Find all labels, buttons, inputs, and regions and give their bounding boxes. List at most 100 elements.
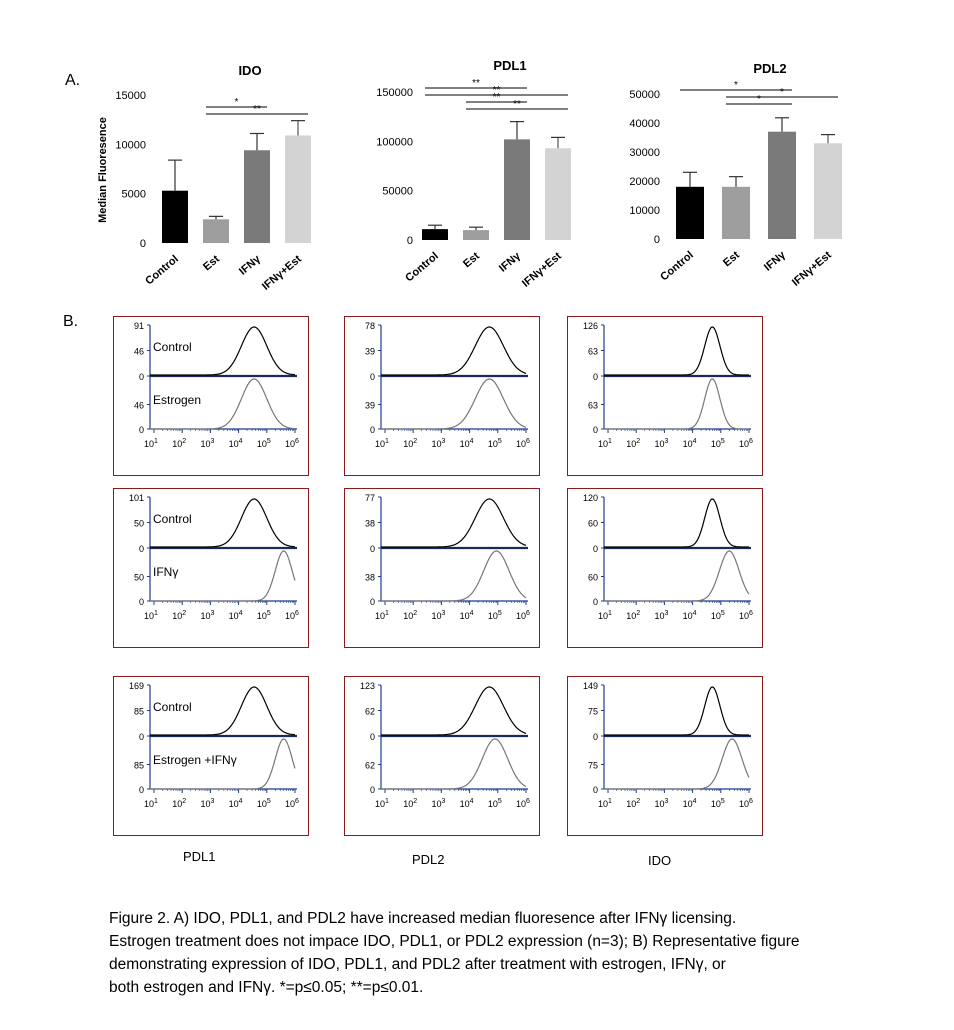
x-tick-label: 106: [285, 610, 299, 621]
y-tick-label: 50000: [382, 186, 413, 198]
treatment-label: Estrogen +IFNγ: [153, 753, 237, 767]
x-tick-label: 106: [739, 610, 753, 621]
x-tick-label: 103: [200, 798, 214, 809]
x-tick-label: 101: [598, 798, 612, 809]
y-tick-label: 0: [407, 235, 413, 247]
x-tick-label: 103: [654, 798, 668, 809]
bar-chart-pdl2: PDL2 0 10000 20000 30000 40000 50000 Control Est…: [629, 61, 842, 289]
x-tick-label: 101: [144, 438, 158, 449]
y-tick-label: 169: [129, 681, 144, 691]
chart-title: PDL1: [493, 58, 526, 73]
control-label: Control: [153, 700, 192, 714]
y-tick-label: 0: [139, 597, 144, 607]
x-tick-label: 106: [516, 610, 530, 621]
y-tick-label: 46: [134, 347, 144, 357]
panel-b-label: B.: [63, 313, 79, 330]
significance-label: **: [472, 78, 480, 89]
bar-chart-ido: IDO 0 5000 10000 15000 Median Fluoresence Cont…: [97, 63, 311, 293]
x-tick-label: 105: [257, 610, 271, 621]
x-tick-label: 104: [683, 610, 697, 621]
x-tick-label: Est: [201, 253, 222, 273]
x-tick-label: 105: [711, 798, 725, 809]
y-tick-label: 50000: [629, 89, 660, 101]
x-tick-label: 102: [626, 798, 640, 809]
figure-caption: Figure 2. A) IDO, PDL1, and PDL2 have in…: [109, 907, 939, 999]
treatment-histogram: [604, 738, 750, 790]
histogram-ido-row-3: 149 75 0 75 0 101 102 103 104 105 106: [567, 676, 763, 836]
control-histogram: [604, 498, 749, 548]
treatment-histogram: [604, 378, 749, 430]
y-tick-label: 0: [370, 785, 375, 795]
x-tick-label: Control: [143, 253, 181, 287]
x-tick-label: 106: [516, 798, 530, 809]
y-tick-label: 39: [365, 347, 375, 357]
y-tick-label: 40000: [629, 118, 660, 130]
x-tick-label: 102: [403, 798, 417, 809]
y-tick-label: 75: [588, 707, 598, 717]
y-tick-label: 63: [588, 347, 598, 357]
y-tick-label: 0: [593, 544, 598, 554]
treatment-histogram: [381, 550, 527, 602]
y-tick-label: 100000: [376, 136, 413, 148]
x-tick-label: 104: [229, 438, 243, 449]
chart-title: IDO: [238, 63, 261, 78]
x-tick-label: 101: [598, 610, 612, 621]
x-tick-label: 102: [403, 610, 417, 621]
x-tick-label: 103: [654, 610, 668, 621]
bar-0: [162, 190, 188, 243]
treatment-histogram: [381, 738, 527, 790]
y-tick-label: 0: [593, 785, 598, 795]
x-tick-label: 102: [172, 610, 186, 621]
y-tick-label: 38: [365, 573, 375, 583]
control-histogram: [150, 326, 295, 376]
y-tick-label: 30000: [629, 147, 660, 159]
bar-0: [422, 229, 448, 240]
bar-2: [244, 150, 270, 243]
x-tick-label: IFNγ: [237, 253, 264, 278]
x-tick-label: IFNγ: [497, 250, 524, 275]
treatment-histogram: [381, 378, 527, 430]
histogram-pdl1-row-1: 91 46 0 46 0 101 102 103 104 105 106 Control Estroge…: [113, 316, 309, 476]
y-tick-label: 0: [593, 425, 598, 435]
x-tick-label: 104: [683, 438, 697, 449]
x-tick-label: 103: [431, 438, 445, 449]
significance-label: *: [235, 97, 239, 108]
treatment-histogram: [150, 550, 296, 602]
x-tick-label: 104: [229, 798, 243, 809]
significance-label: **: [253, 104, 261, 115]
column-label-pdl1: PDL1: [183, 849, 216, 864]
bar-2: [768, 131, 796, 239]
significance-label: *: [757, 94, 761, 105]
x-tick-label: 106: [516, 438, 530, 449]
y-tick-label: 0: [370, 544, 375, 554]
treatment-label: IFNγ: [153, 565, 178, 579]
bar-chart-ido: IDO 0 5000 10000 15000 Median Fluoresence Cont…: [97, 58, 842, 293]
caption-line-4: both estrogen and IFNγ. *=p≤0.05; **=p≤0…: [109, 979, 424, 996]
x-tick-label: 105: [257, 438, 271, 449]
x-tick-label: 106: [285, 798, 299, 809]
significance-label: **: [493, 85, 501, 96]
x-tick-label: 105: [488, 798, 502, 809]
y-axis-label: Median Fluoresence: [97, 117, 109, 223]
y-tick-label: 85: [134, 761, 144, 771]
y-tick-label: 39: [365, 401, 375, 411]
y-tick-label: 0: [139, 372, 144, 382]
x-tick-label: 101: [375, 610, 389, 621]
y-tick-label: 38: [365, 519, 375, 529]
treatment-histogram: [150, 738, 296, 790]
y-tick-label: 15000: [115, 90, 146, 102]
x-tick-label: 104: [229, 610, 243, 621]
y-tick-label: 50: [134, 573, 144, 583]
x-tick-label: Est: [461, 250, 482, 270]
y-tick-label: 46: [134, 401, 144, 411]
histogram-pdl2-row-3: 123 62 0 62 0 101 102 103 104 105 106: [344, 676, 540, 836]
x-tick-label: 103: [654, 438, 668, 449]
x-tick-label: 101: [375, 438, 389, 449]
y-tick-label: 10000: [629, 205, 660, 217]
treatment-histogram: [150, 378, 295, 430]
histogram-pdl2-row-1: 78 39 0 39 0 101 102 103 104 105 106: [344, 316, 540, 476]
histogram-pdl2-row-2: 77 38 0 38 0 101 102 103 104 105 106: [344, 488, 540, 648]
bar-1: [722, 186, 750, 239]
y-tick-label: 0: [593, 597, 598, 607]
caption-line-2: Estrogen treatment does not impace IDO, …: [109, 933, 800, 950]
